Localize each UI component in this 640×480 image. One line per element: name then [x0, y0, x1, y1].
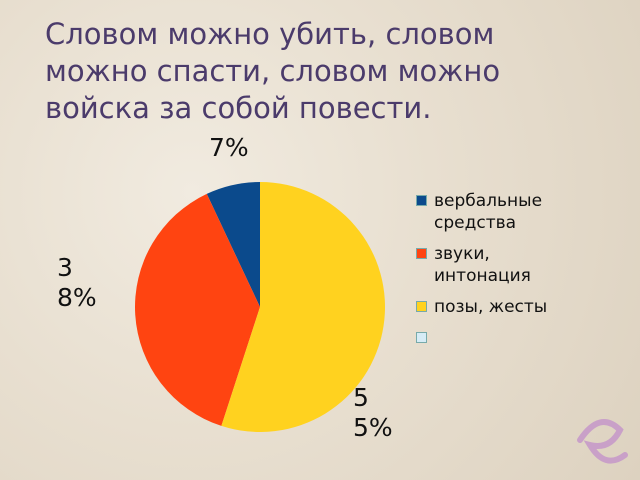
legend-entry: звуки, интонация [412, 243, 582, 287]
legend-swatch [416, 301, 427, 312]
slide-title: Словом можно убить, словом можно спасти,… [45, 17, 501, 125]
data-label: 7% [209, 133, 249, 162]
data-label: 38% [57, 253, 97, 312]
legend-swatch [416, 332, 427, 343]
pie-slice [221, 182, 386, 432]
data-label: 55% [353, 383, 393, 442]
pie-slice [135, 193, 260, 426]
legend-label: звуки, интонация [434, 244, 531, 286]
legend-entry: вербальные средства [412, 190, 582, 234]
legend-label: вербальные средства [434, 191, 543, 233]
legend-swatch [416, 248, 427, 259]
legend-entry: позы, жесты [412, 296, 582, 318]
legend: вербальные средства звуки, интонация позы,… [412, 190, 582, 358]
legend-swatch [416, 195, 427, 206]
legend-entry [412, 327, 582, 349]
legend-label: позы, жесты [434, 297, 548, 317]
pie-slice [206, 182, 260, 307]
